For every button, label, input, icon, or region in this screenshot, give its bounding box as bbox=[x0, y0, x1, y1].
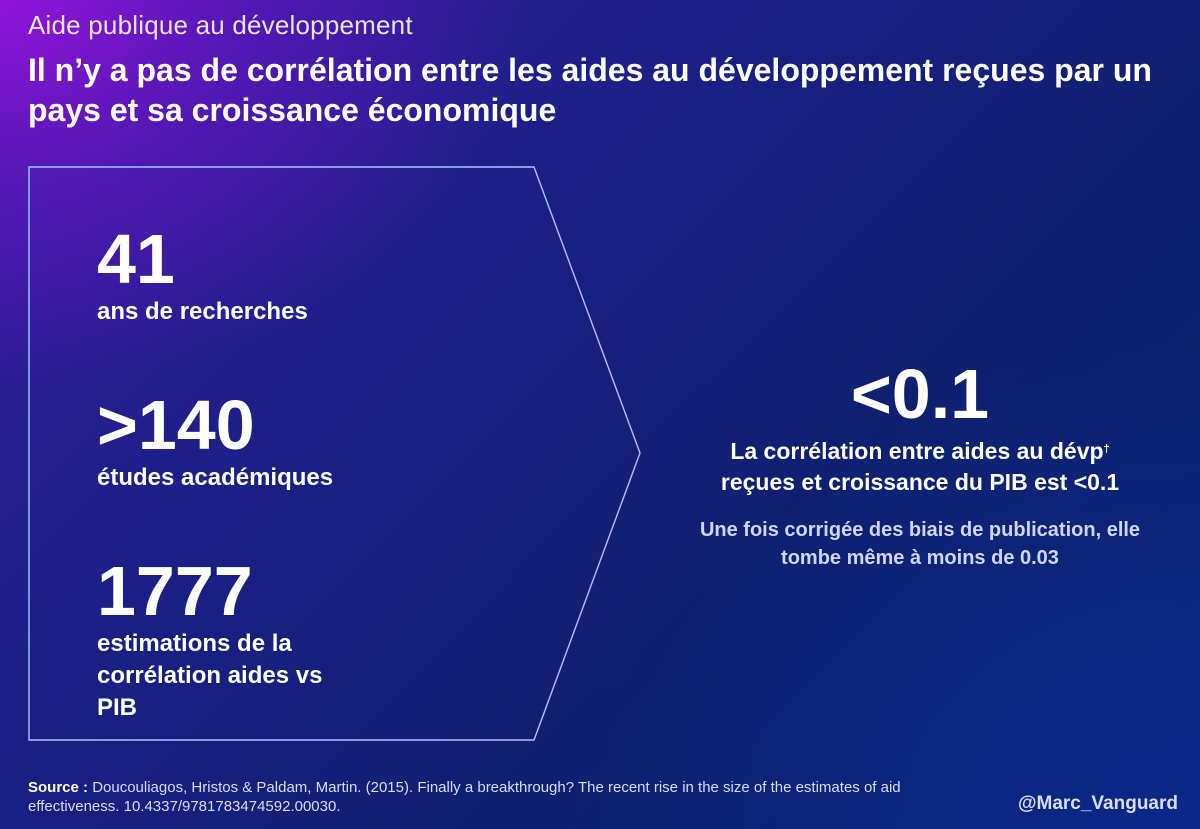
dagger-mark: † bbox=[1103, 443, 1110, 455]
stat-years: 41 ans de recherches bbox=[97, 222, 308, 328]
stat-years-value: 41 bbox=[97, 220, 175, 298]
result-note-text: Une fois corrigée des biais de publicati… bbox=[699, 519, 1141, 569]
result-value: <0.1 bbox=[850, 355, 990, 433]
result-main-text: La corrélation entre aides au dévp† reçu… bbox=[660, 436, 1180, 498]
source-label: Source : bbox=[28, 779, 89, 796]
stat-estimates-value: 1777 bbox=[97, 552, 253, 630]
headline: Il n’y a pas de corrélation entre les ai… bbox=[28, 52, 1152, 128]
result-main-line2: reçues et croissance du PIB est <0.1 bbox=[720, 469, 1120, 495]
stat-studies: >140 études académiques bbox=[97, 388, 333, 494]
stat-estimates-label: estimations de la corrélation aides vs P… bbox=[97, 630, 323, 721]
source-text: Doucouliagos, Hristos & Paldam, Martin. … bbox=[28, 779, 901, 815]
result-note: Une fois corrigée des biais de publicati… bbox=[660, 516, 1180, 572]
source-citation: Source : Doucouliagos, Hristos & Paldam,… bbox=[28, 778, 978, 816]
result-main-line1: La corrélation entre aides au dévp bbox=[730, 438, 1104, 464]
stat-studies-value: >140 bbox=[97, 386, 255, 464]
stat-estimates: 1777 estimations de la corrélation aides… bbox=[97, 554, 357, 724]
stat-years-label: ans de recherches bbox=[97, 298, 308, 325]
kicker-title: Aide publique au développement bbox=[28, 10, 413, 40]
stat-studies-label: études académiques bbox=[97, 464, 334, 491]
author-handle: @Marc_Vanguard bbox=[1017, 793, 1178, 814]
